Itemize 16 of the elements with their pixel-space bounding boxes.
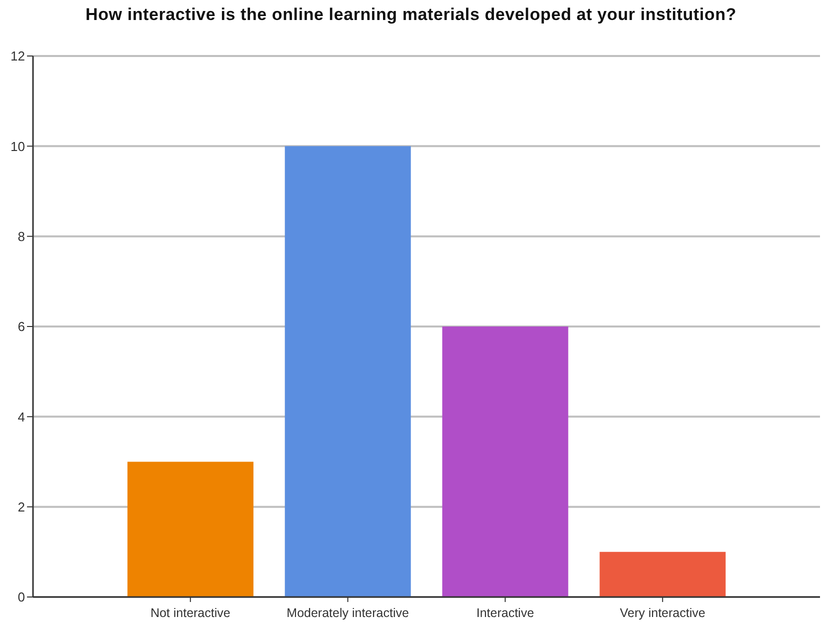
y-tick-label: 12	[10, 48, 25, 64]
y-tick-label: 6	[18, 319, 25, 334]
x-tick-label: Very interactive	[620, 606, 706, 620]
y-tick-label: 10	[10, 138, 25, 154]
chart-title: How interactive is the online learning materials developed at your institution?	[84, 5, 738, 25]
bar	[600, 552, 726, 597]
bar	[442, 326, 568, 597]
x-tick-label: Not interactive	[150, 606, 230, 620]
y-tick-label: 2	[18, 499, 25, 514]
y-tick-label: 0	[18, 590, 25, 605]
bar	[284, 146, 411, 597]
bar	[127, 462, 254, 597]
y-tick-label: 8	[18, 228, 25, 244]
y-tick-label: 4	[18, 409, 25, 424]
x-tick-label: Interactive	[476, 606, 534, 620]
x-tick-label: Moderately interactive	[286, 606, 409, 620]
